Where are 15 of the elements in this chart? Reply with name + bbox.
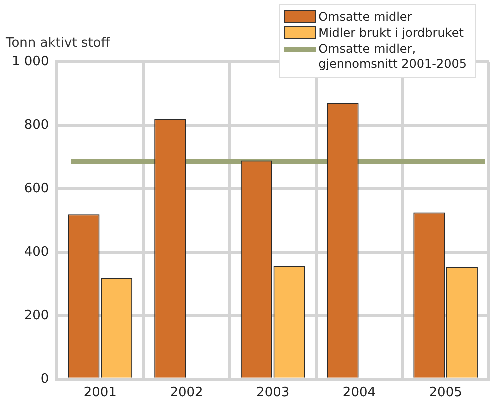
x-tick-label: 2002	[170, 386, 204, 401]
y-tick-label: 400	[24, 244, 50, 260]
y-tick-label: 200	[24, 308, 50, 324]
legend-label: Omsatte midler, gjennomsnitt 2001-2005	[318, 42, 467, 72]
y-tick-label: 1 000	[12, 54, 50, 70]
y-axis-title: Tonn aktivt stoff	[6, 36, 110, 51]
y-tick-label: 0	[40, 372, 50, 387]
legend-label: Midler brukt i jordbruket	[318, 26, 464, 41]
y-tick-label: 600	[24, 181, 50, 196]
x-tick-label: 2005	[429, 386, 462, 401]
x-tick-label: 2003	[256, 386, 290, 401]
x-tick-label: 2001	[84, 386, 117, 401]
legend-label: Omsatte midler	[318, 10, 412, 25]
y-tick-label: 800	[24, 118, 50, 133]
x-tick-label: 2004	[342, 386, 376, 401]
